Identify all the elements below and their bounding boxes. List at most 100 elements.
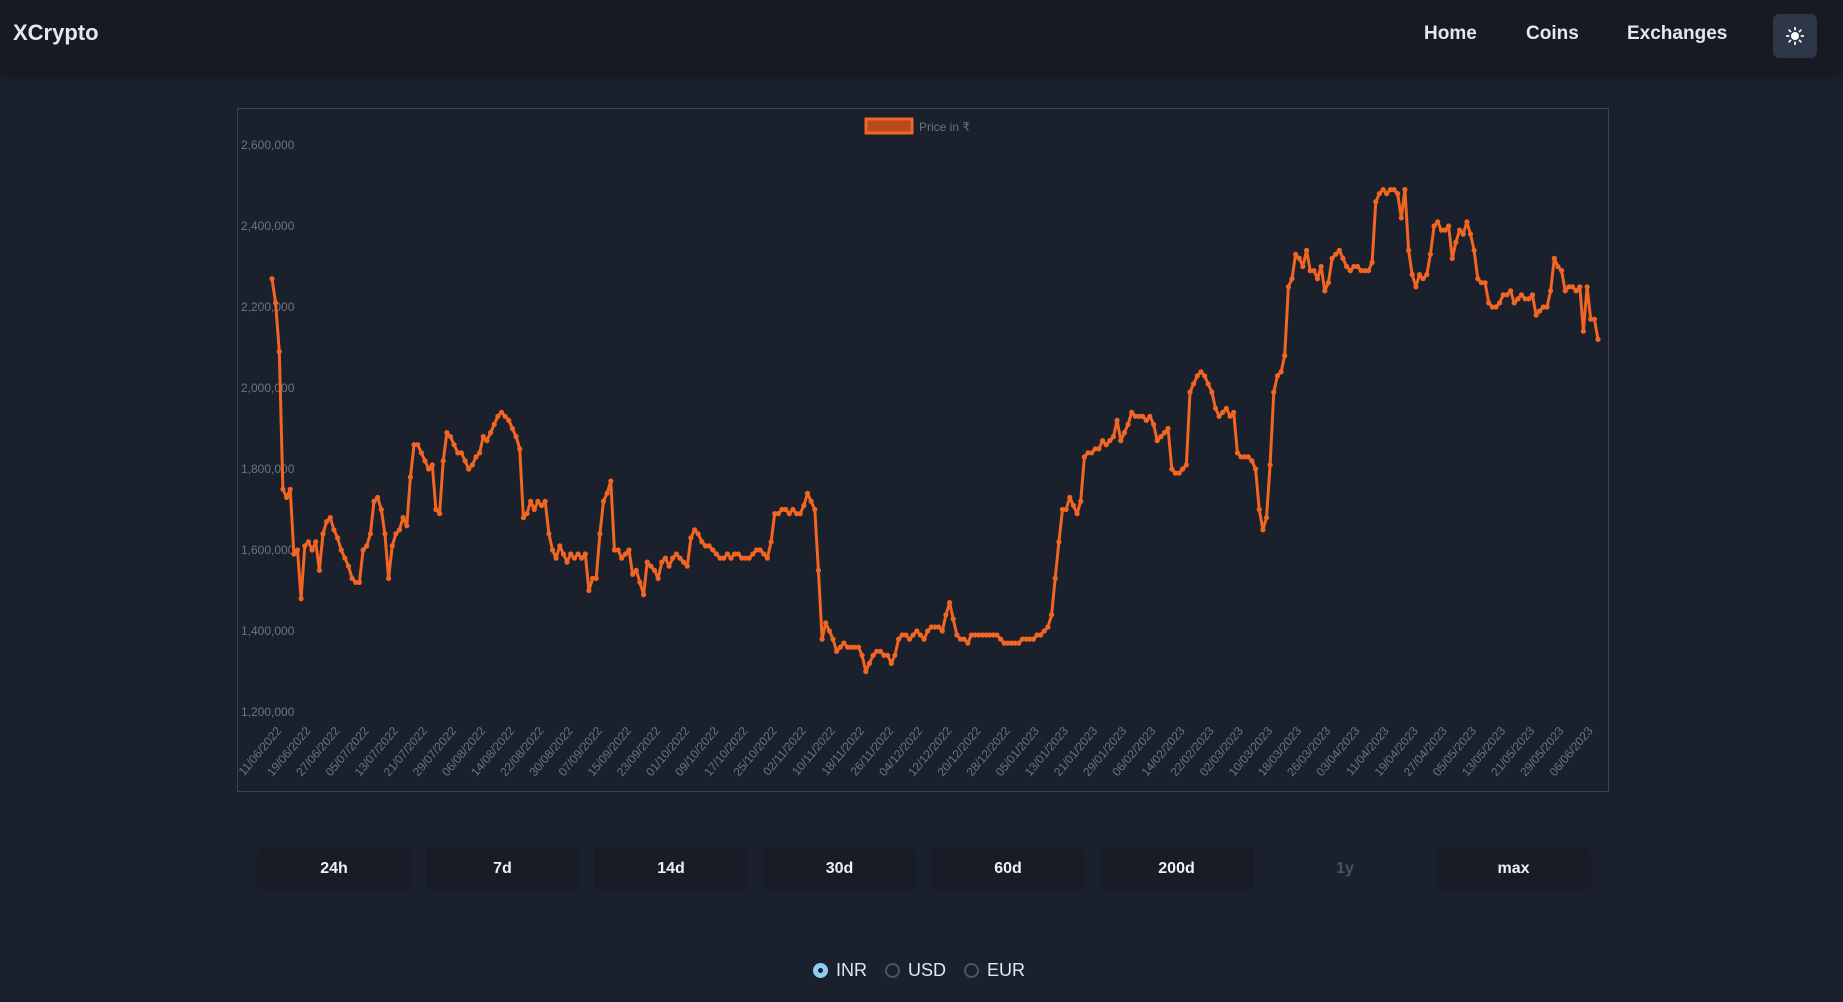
price-point[interactable]: [972, 632, 978, 638]
price-point[interactable]: [542, 498, 548, 504]
price-point[interactable]: [273, 300, 279, 306]
price-point[interactable]: [1267, 462, 1273, 468]
price-point[interactable]: [1176, 470, 1182, 476]
price-point[interactable]: [1227, 413, 1233, 419]
price-point[interactable]: [611, 547, 617, 553]
price-point[interactable]: [294, 547, 301, 553]
theme-toggle-button[interactable]: [1773, 14, 1817, 58]
price-point[interactable]: [1511, 300, 1517, 306]
price-point[interactable]: [739, 555, 745, 561]
range-button-200d[interactable]: 200d: [1099, 847, 1254, 890]
price-point[interactable]: [313, 539, 319, 545]
price-point[interactable]: [761, 551, 767, 557]
price-point[interactable]: [622, 551, 628, 557]
radio-eur[interactable]: [964, 963, 980, 978]
price-point[interactable]: [338, 547, 344, 553]
price-point[interactable]: [855, 644, 862, 650]
price-point[interactable]: [702, 543, 709, 549]
price-point[interactable]: [947, 600, 953, 606]
price-point[interactable]: [604, 490, 610, 496]
price-point[interactable]: [1351, 263, 1357, 270]
price-point[interactable]: [1169, 466, 1175, 472]
price-point[interactable]: [1096, 446, 1102, 452]
price-point[interactable]: [1340, 255, 1346, 261]
price-point[interactable]: [509, 425, 515, 432]
price-point[interactable]: [411, 442, 417, 448]
price-point[interactable]: [393, 531, 399, 537]
price-point[interactable]: [648, 563, 654, 569]
price-point[interactable]: [826, 628, 833, 634]
price-point[interactable]: [688, 535, 694, 541]
price-point[interactable]: [1005, 640, 1011, 646]
price-point[interactable]: [877, 648, 884, 654]
price-point[interactable]: [1256, 506, 1262, 513]
price-point[interactable]: [892, 652, 898, 658]
price-point[interactable]: [1049, 612, 1055, 618]
price-point[interactable]: [455, 450, 461, 456]
nav-link-exchanges[interactable]: Exchanges: [1627, 23, 1728, 44]
price-point[interactable]: [1242, 454, 1248, 460]
price-point[interactable]: [422, 458, 428, 464]
price-point[interactable]: [808, 498, 814, 504]
price-point[interactable]: [1001, 640, 1007, 646]
price-point[interactable]: [786, 511, 792, 517]
price-point[interactable]: [1322, 288, 1328, 294]
price-point[interactable]: [1333, 251, 1339, 257]
price-point[interactable]: [331, 527, 337, 533]
price-point[interactable]: [684, 563, 690, 569]
price-point[interactable]: [469, 462, 475, 468]
price-point[interactable]: [1078, 498, 1084, 504]
price-point[interactable]: [1059, 506, 1066, 513]
price-point[interactable]: [1212, 405, 1219, 411]
price-point[interactable]: [1052, 575, 1058, 581]
price-point[interactable]: [1125, 421, 1131, 427]
price-point[interactable]: [429, 462, 435, 468]
price-point[interactable]: [1293, 251, 1299, 257]
price-point[interactable]: [320, 531, 326, 537]
price-point[interactable]: [1282, 353, 1288, 359]
price-point[interactable]: [1537, 308, 1543, 314]
price-point[interactable]: [1515, 296, 1521, 302]
price-point[interactable]: [990, 632, 996, 638]
price-point[interactable]: [371, 498, 377, 504]
price-point[interactable]: [721, 555, 727, 561]
price-point[interactable]: [1580, 328, 1586, 334]
price-point[interactable]: [724, 551, 730, 557]
price-point[interactable]: [888, 660, 894, 667]
price-point[interactable]: [440, 458, 446, 464]
price-point[interactable]: [1446, 223, 1452, 229]
price-point[interactable]: [1569, 284, 1576, 290]
price-point[interactable]: [1274, 373, 1280, 379]
price-point[interactable]: [1263, 515, 1270, 521]
price-point[interactable]: [586, 587, 592, 594]
price-point[interactable]: [936, 624, 942, 630]
range-button-30d[interactable]: 30d: [762, 847, 917, 890]
price-point[interactable]: [1165, 425, 1171, 432]
price-point[interactable]: [983, 632, 989, 638]
price-point[interactable]: [710, 547, 716, 553]
price-point[interactable]: [903, 632, 909, 638]
currency-option-inr[interactable]: INR: [813, 960, 867, 981]
price-point[interactable]: [1365, 268, 1372, 274]
price-point[interactable]: [943, 612, 949, 618]
price-point[interactable]: [342, 555, 348, 561]
price-point[interactable]: [768, 539, 774, 545]
nav-link-coins[interactable]: Coins: [1526, 23, 1579, 44]
price-point[interactable]: [1223, 405, 1229, 411]
price-point[interactable]: [1460, 231, 1466, 237]
price-point[interactable]: [335, 535, 341, 541]
price-point[interactable]: [1100, 438, 1106, 444]
price-point[interactable]: [925, 628, 931, 634]
price-point[interactable]: [917, 632, 924, 638]
price-point[interactable]: [415, 442, 421, 448]
price-point[interactable]: [557, 543, 563, 549]
price-point[interactable]: [291, 551, 297, 557]
price-point[interactable]: [651, 567, 658, 573]
price-point[interactable]: [957, 636, 964, 642]
price-point[interactable]: [1129, 409, 1135, 415]
price-point[interactable]: [1110, 434, 1117, 440]
price-point[interactable]: [560, 551, 566, 557]
price-point[interactable]: [1591, 316, 1597, 322]
price-point[interactable]: [524, 511, 530, 517]
price-point[interactable]: [1056, 539, 1062, 545]
